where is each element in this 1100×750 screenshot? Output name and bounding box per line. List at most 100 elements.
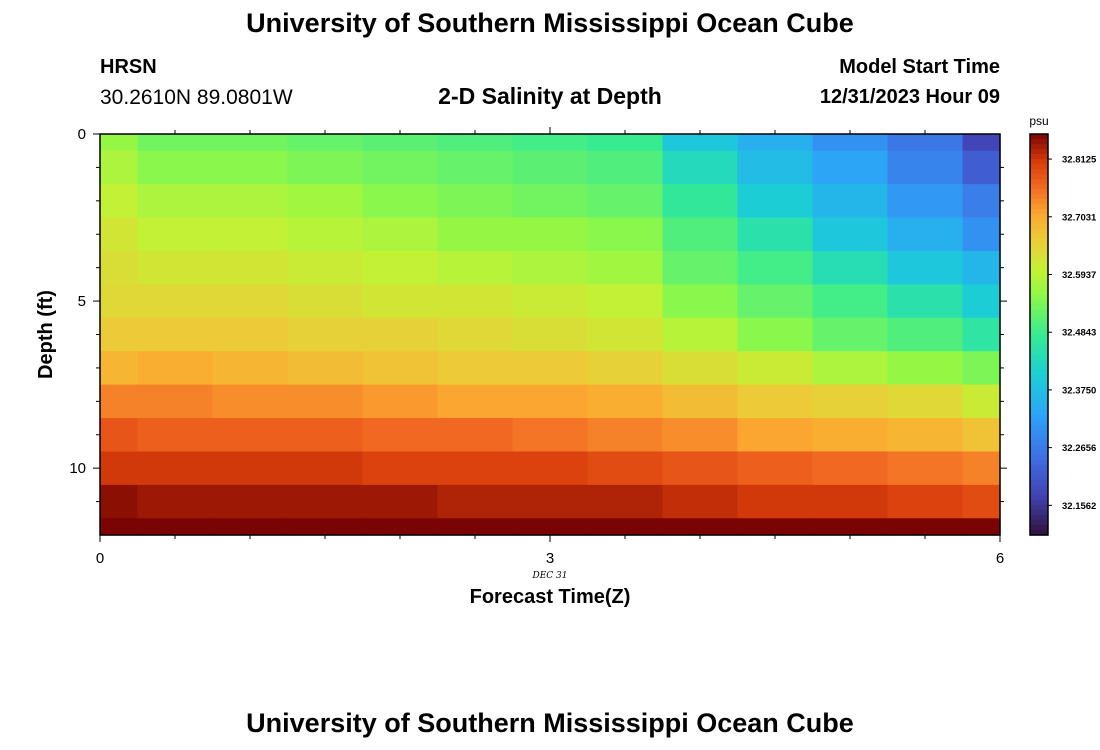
colorbar-swatch [1030, 159, 1048, 165]
heatmap-cell [212, 134, 289, 152]
heatmap-cell [287, 317, 364, 352]
heatmap-cell [362, 451, 439, 486]
colorbar-swatch [1030, 519, 1048, 526]
colorbar-swatch [1030, 504, 1048, 511]
heatmap-cell [212, 351, 289, 386]
heatmap-cell [437, 518, 514, 536]
heatmap-cell [812, 284, 889, 319]
heatmap-cell [662, 317, 739, 352]
heatmap-cell [362, 284, 439, 319]
heatmap-cell [737, 518, 814, 536]
colorbar-swatch [1030, 314, 1048, 321]
heatmap-cell [887, 284, 964, 319]
heatmap-cell [100, 484, 139, 519]
heatmap-cell [287, 134, 364, 152]
heatmap-cell [587, 518, 664, 536]
colorbar-swatch [1030, 379, 1048, 386]
heatmap-cell [587, 184, 664, 219]
colorbar-swatch [1030, 399, 1048, 406]
heatmap-cell [812, 351, 889, 386]
colorbar-swatch [1030, 369, 1048, 376]
heatmap-cell [100, 150, 139, 185]
heatmap-cell [737, 217, 814, 252]
heatmap-cell [512, 518, 589, 536]
colorbar-swatch [1030, 334, 1048, 341]
colorbar-swatch [1030, 169, 1048, 175]
colorbar-swatch [1030, 489, 1048, 496]
colorbar-tick-label: 32.4843 [1062, 328, 1096, 339]
colorbar-swatch [1030, 494, 1048, 501]
heatmap-cell [287, 217, 364, 252]
station-coordinates: 30.2610N 89.0801W [100, 86, 293, 109]
heatmap-cell [100, 518, 139, 536]
colorbar-swatch [1030, 309, 1048, 316]
colorbar-swatch [1030, 484, 1048, 491]
heatmap-cell [662, 384, 739, 419]
heatmap-cell [887, 134, 964, 152]
heatmap-cell [737, 351, 814, 386]
heatmap-cell [962, 250, 1001, 285]
colorbar-swatch [1030, 374, 1048, 381]
heatmap-cell [437, 317, 514, 352]
colorbar-swatch [1030, 164, 1048, 170]
heatmap-cell [212, 317, 289, 352]
heatmap-cell [962, 451, 1001, 486]
colorbar: 32.8125 32.7031 32.5937 32.4843 32.3750 32.26… [1029, 133, 1097, 536]
heatmap-cell [437, 351, 514, 386]
colorbar-unit: psu [1029, 114, 1048, 128]
heatmap-cell [737, 317, 814, 352]
heatmap-cell [362, 518, 439, 536]
heatmap-cell [812, 451, 889, 486]
colorbar-swatch [1030, 189, 1048, 195]
heatmap-cell [362, 384, 439, 419]
heatmap-cell [137, 134, 214, 152]
colorbar-swatch [1030, 219, 1048, 225]
heatmap-cell [212, 384, 289, 419]
heatmap-cell [587, 351, 664, 386]
colorbar-swatch [1030, 139, 1048, 145]
colorbar-swatch [1030, 479, 1048, 486]
heatmap-cell [212, 284, 289, 319]
colorbar-swatch [1030, 194, 1048, 200]
colorbar-swatch [1030, 269, 1048, 275]
heatmap-cell [212, 150, 289, 185]
heatmap-cell [287, 184, 364, 219]
heatmap-cell [437, 451, 514, 486]
colorbar-swatch [1030, 234, 1048, 240]
heatmap-cell [437, 217, 514, 252]
y-axis-label: Depth (ft) [35, 290, 57, 379]
heatmap-cell [887, 451, 964, 486]
colorbar-swatch [1030, 224, 1048, 230]
heatmap-cell [587, 384, 664, 419]
colorbar-swatch [1030, 384, 1048, 391]
heatmap-cell [887, 250, 964, 285]
heatmap-cell [512, 484, 589, 519]
colorbar-tick-label: 32.3750 [1062, 385, 1096, 396]
heatmap-cell [812, 317, 889, 352]
colorbar-swatch [1030, 299, 1048, 306]
station-name: HRSN [100, 56, 157, 78]
heatmap-cell [100, 184, 139, 219]
heatmap-cell [512, 134, 589, 152]
heatmap-cell [287, 250, 364, 285]
heatmap-cell [962, 384, 1001, 419]
y-tick-label: 5 [78, 293, 86, 310]
colorbar-swatch [1030, 294, 1048, 301]
colorbar-swatch [1030, 264, 1048, 270]
x-tick-label: 3 [546, 550, 554, 567]
colorbar-swatch [1030, 214, 1048, 220]
heatmap-cell [887, 217, 964, 252]
heatmap-cell [662, 418, 739, 453]
heatmap-cell [212, 518, 289, 536]
heatmap-cell [812, 484, 889, 519]
heatmap-cell [662, 184, 739, 219]
heatmap-cell [437, 384, 514, 419]
heatmap-cell [100, 284, 139, 319]
heatmap-cell [737, 418, 814, 453]
heatmap-cell [437, 284, 514, 319]
colorbar-swatch [1030, 179, 1048, 185]
heatmap-cell [100, 351, 139, 386]
colorbar-swatch [1030, 524, 1048, 531]
heatmap-cell [962, 484, 1001, 519]
